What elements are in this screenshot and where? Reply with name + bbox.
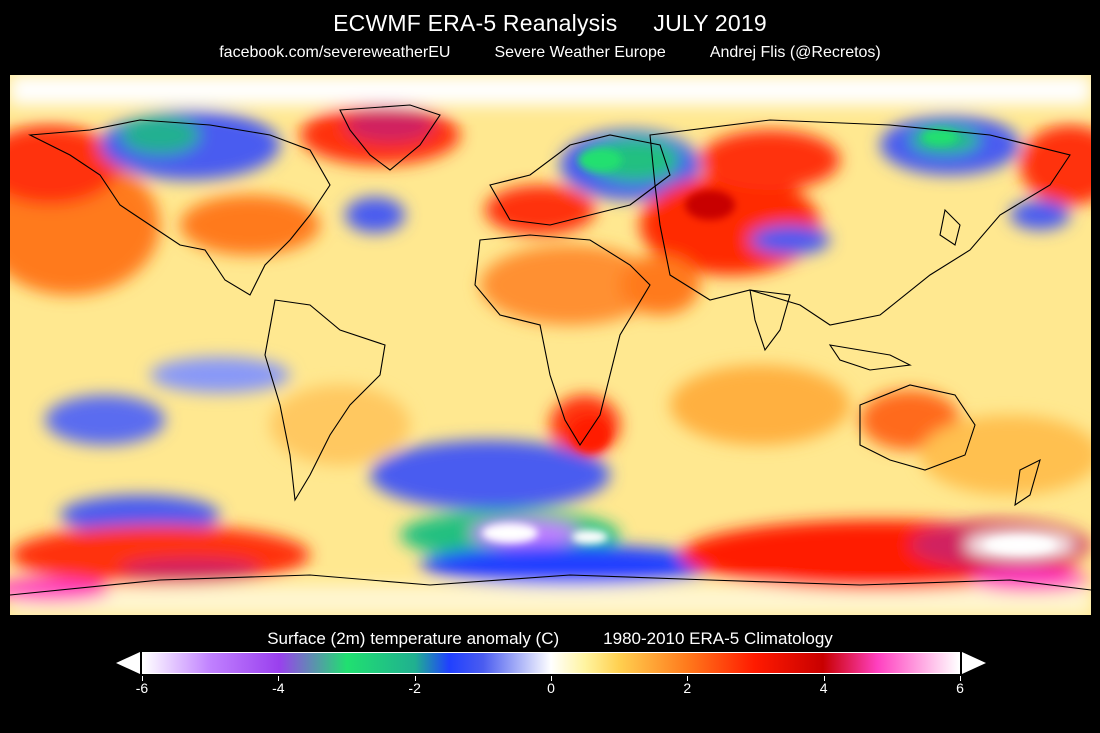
colorbar-tick-label: -6 [135, 680, 149, 696]
period-text: JULY 2019 [653, 10, 767, 36]
colorbar-min-arrow [116, 652, 140, 674]
anomaly-map [10, 75, 1091, 615]
anomaly-highlights [482, 129, 1055, 553]
credit-author: Andrej Flis (@Recretos) [709, 44, 881, 61]
credits-line: facebook.com/severeweatherEU Severe Weath… [0, 44, 1100, 62]
colorbar-tick-label: 2 [683, 680, 692, 696]
legend-variable: Surface (2m) temperature anomaly (C) [267, 629, 560, 648]
legend-climatology: 1980-2010 ERA-5 Climatology [603, 629, 833, 648]
credit-org: Severe Weather Europe [494, 44, 666, 61]
colorbar-tick-mark [687, 676, 689, 681]
colorbar-tick-label: -2 [408, 680, 421, 696]
anomaly-field [10, 75, 1091, 615]
colorbar-tick-label: -4 [272, 680, 285, 696]
colorbar-tick-mark [960, 676, 961, 681]
colorbar-tick-mark [278, 676, 280, 681]
colorbar-tick-mark [823, 676, 825, 681]
title-text: ECWMF ERA-5 Reanalysis [333, 10, 618, 36]
colorbar-tick-mark [551, 676, 552, 681]
legend-caption: Surface (2m) temperature anomaly (C) 1980… [0, 629, 1100, 649]
figure-title: ECWMF ERA-5 Reanalysis JULY 2019 [0, 10, 1100, 37]
colorbar-tick-mark [142, 676, 143, 681]
anomaly-map-svg [10, 75, 1091, 615]
colorbar-ticks: -6 -4 -2 0 2 4 6 [136, 676, 964, 706]
colorbar-tick-label: 6 [956, 680, 964, 696]
colorbar-tick-mark [414, 676, 416, 681]
coastlines [10, 104, 1091, 596]
colorbar [116, 652, 986, 674]
credit-facebook: facebook.com/severeweatherEU [219, 44, 451, 61]
colorbar-gradient [142, 652, 960, 674]
colorbar-tick-label: 0 [547, 680, 555, 696]
colorbar-tick-label: 4 [819, 680, 828, 696]
colorbar-max-arrow [962, 652, 986, 674]
